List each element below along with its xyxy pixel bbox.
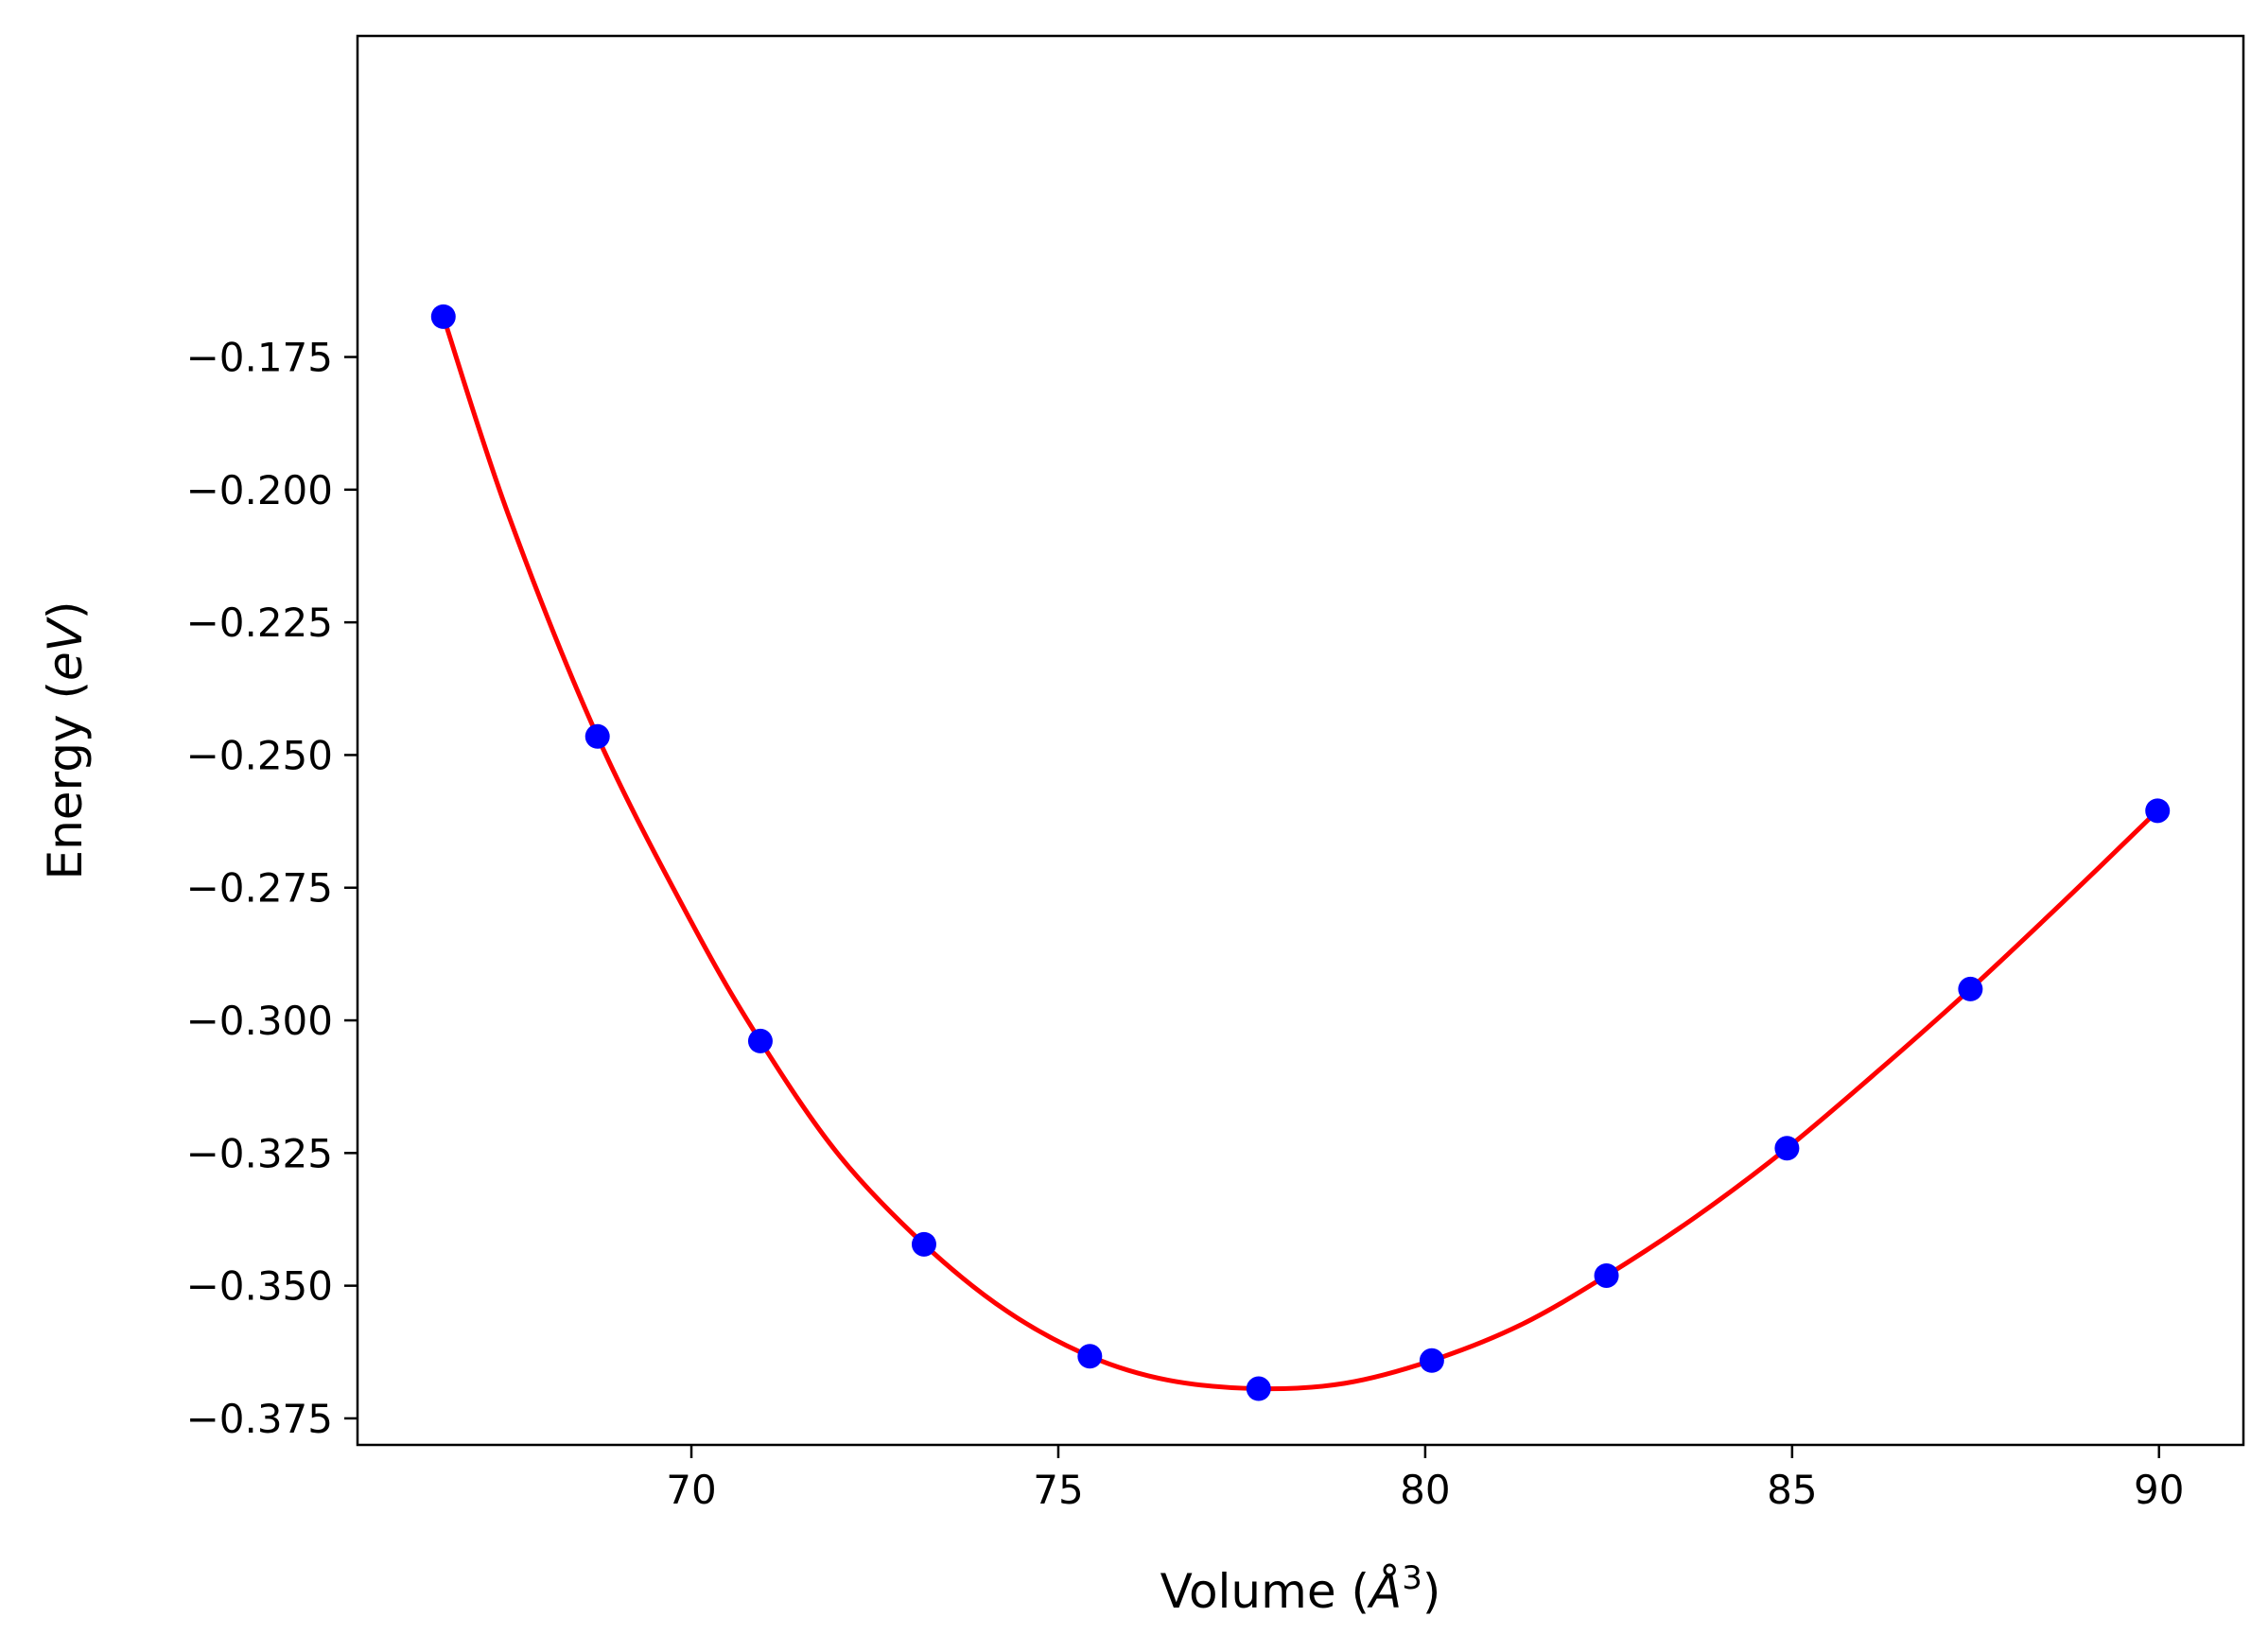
y-tick-label: −0.200 — [186, 467, 333, 513]
y-tick-label: −0.175 — [186, 335, 333, 381]
x-axis-label-power: 3 — [1402, 1559, 1422, 1597]
data-point — [747, 1028, 773, 1053]
y-tick-label: −0.275 — [186, 865, 333, 912]
x-axis-label: Volume (Å3) — [1160, 1559, 1441, 1619]
x-axis-label-close: ) — [1422, 1564, 1441, 1619]
data-point — [430, 304, 456, 329]
data-point — [1958, 976, 1983, 1001]
fit-curve-line — [441, 314, 2160, 1392]
y-tick-label: −0.250 — [186, 732, 333, 778]
plot-frame — [356, 34, 2245, 1447]
x-tick-label: 70 — [666, 1467, 716, 1513]
plot-area — [358, 36, 2243, 1445]
data-point — [1774, 1136, 1800, 1161]
y-axis-label-symbol: eV — [38, 616, 93, 681]
y-axis-label: Energy (eV) — [38, 601, 93, 880]
data-point — [584, 723, 610, 749]
y-tick-label: −0.225 — [186, 600, 333, 646]
x-axis-label-symbol: Å — [1367, 1564, 1402, 1619]
data-point — [911, 1231, 936, 1257]
x-axis-label-text: Volume ( — [1160, 1564, 1370, 1619]
x-tick-label: 75 — [1033, 1467, 1083, 1513]
y-axis-label-text: Energy ( — [38, 681, 93, 879]
y-axis-ticks: −0.375 −0.350 −0.325 −0.300 −0.275 −0.250 −0.2… — [186, 335, 358, 1442]
y-tick-label: −0.375 — [186, 1396, 333, 1442]
y-tick-label: −0.325 — [186, 1130, 333, 1176]
data-point — [1419, 1348, 1444, 1373]
data-points-layer — [430, 304, 2171, 1401]
data-point — [1077, 1344, 1103, 1369]
data-point — [2145, 798, 2171, 824]
x-tick-label: 85 — [1767, 1467, 1817, 1513]
x-axis-ticks: 70 75 80 85 90 — [666, 1445, 2185, 1513]
x-tick-label: 80 — [1400, 1467, 1450, 1513]
data-point — [1594, 1262, 1619, 1288]
fit-curve-layer — [441, 314, 2160, 1392]
y-tick-label: −0.350 — [186, 1263, 333, 1310]
y-tick-label: −0.300 — [186, 998, 333, 1044]
data-point — [1246, 1376, 1271, 1401]
y-axis-label-close: ) — [38, 601, 93, 620]
x-tick-label: 90 — [2134, 1467, 2184, 1513]
